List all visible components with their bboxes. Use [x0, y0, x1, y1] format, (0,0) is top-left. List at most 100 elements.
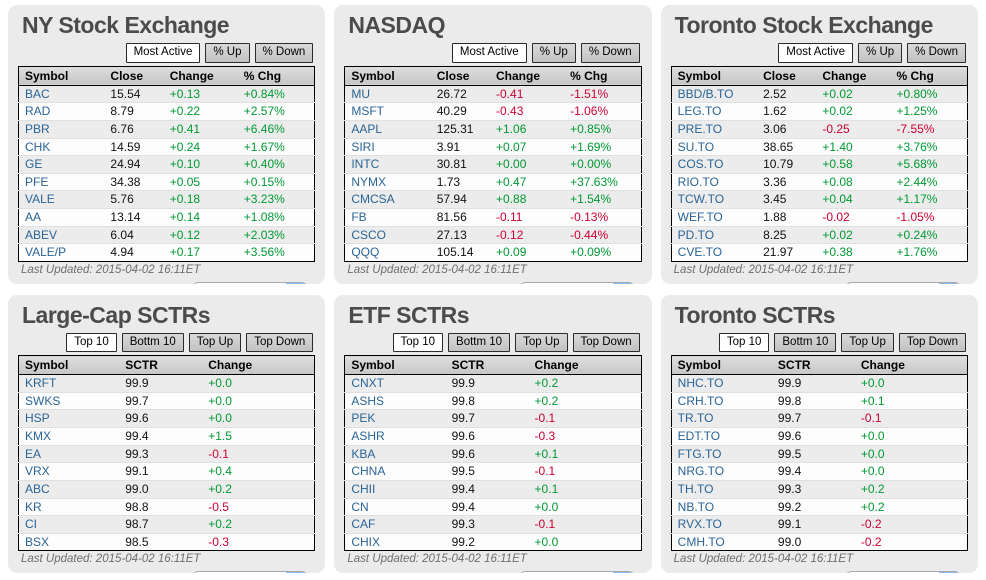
chart-type-select[interactable]: SharpChart [846, 571, 960, 573]
symbol-link-leg-to[interactable]: LEG.TO [677, 104, 722, 119]
tab-bottm-10[interactable]: Bottm 10 [121, 332, 184, 353]
symbol-link-fb[interactable]: FB [351, 210, 367, 225]
cell-chg: +0.85% [564, 119, 642, 139]
symbol-link-edt-to[interactable]: EDT.TO [677, 429, 721, 444]
symbol-link-ci[interactable]: CI [25, 517, 37, 532]
symbol-link-vrx[interactable]: VRX [25, 464, 50, 479]
symbol-link-nhc-to[interactable]: NHC.TO [677, 376, 724, 391]
tab-down[interactable]: % Down [580, 43, 640, 63]
table-header-row: Symbol Close Change% Chg [344, 66, 642, 86]
chart-type-select[interactable]: SharpChart [193, 281, 308, 284]
symbol-link-wef-to[interactable]: WEF.TO [677, 210, 723, 225]
symbol-link-abev[interactable]: ABEV [25, 227, 58, 242]
symbol-link-chk[interactable]: CHK [25, 139, 51, 154]
symbol-link-kmx[interactable]: KMX [25, 429, 52, 444]
table-row: NYMX 1.73 +0.47 +37.63% [344, 172, 642, 191]
symbol-link-crh-to[interactable]: CRH.TO [677, 393, 724, 408]
chart-type-select[interactable]: SharpChart [193, 571, 308, 573]
symbol-link-nb-to[interactable]: NB.TO [677, 499, 715, 514]
tab-top-down[interactable]: Top Down [246, 332, 314, 353]
tab-up[interactable]: % Up [205, 43, 250, 63]
tab-up[interactable]: % Up [858, 43, 903, 63]
tab-bottm-10[interactable]: Bottm 10 [448, 332, 511, 353]
symbol-link-vale[interactable]: VALE [25, 192, 55, 207]
chart-type-select[interactable]: SharpChart [846, 281, 960, 284]
tab-most-active[interactable]: Most Active [778, 43, 854, 63]
symbol-link-cos-to[interactable]: COS.TO [677, 157, 724, 172]
tab-bottm-10[interactable]: Bottm 10 [774, 332, 837, 353]
symbol-link-bsx[interactable]: BSX [25, 534, 50, 549]
cell-sctr: 99.9 [777, 376, 802, 391]
tab-top-up[interactable]: Top Up [515, 332, 568, 353]
symbol-link-chna[interactable]: CHNA [351, 464, 386, 479]
tab-top-down[interactable]: Top Down [572, 332, 640, 353]
symbol-link-siri[interactable]: SIRI [351, 139, 375, 154]
select-arrows-icon [612, 572, 633, 573]
symbol-link-tr-to[interactable]: TR.TO [677, 411, 714, 426]
table-row: CNXT 99.9 +0.2 [344, 374, 642, 393]
symbol-link-ftg-to[interactable]: FTG.TO [677, 446, 722, 461]
symbol-link-aapl[interactable]: AAPL [351, 121, 383, 136]
symbol-link-swks[interactable]: SWKS [25, 393, 61, 408]
symbol-link-chii[interactable]: CHII [351, 481, 376, 496]
tab-top-10[interactable]: Top 10 [392, 332, 444, 353]
symbol-link-kr[interactable]: KR [25, 499, 42, 514]
symbol-link-caf[interactable]: CAF [351, 517, 376, 532]
tab-most-active[interactable]: Most Active [125, 43, 201, 63]
symbol-link-krft[interactable]: KRFT [25, 376, 57, 391]
tab-most-active[interactable]: Most Active [451, 43, 527, 63]
symbol-link-msft[interactable]: MSFT [351, 104, 384, 119]
table-row: VALE 5.76 +0.18 +3.23% [18, 190, 315, 209]
tab-top-down[interactable]: Top Down [898, 332, 966, 353]
symbol-link-ashs[interactable]: ASHS [351, 393, 385, 408]
symbol-link-nymx[interactable]: NYMX [351, 174, 386, 189]
symbol-link-pek[interactable]: PEK [351, 411, 376, 426]
tab-top-10[interactable]: Top 10 [718, 332, 770, 353]
symbol-link-bac[interactable]: BAC [25, 86, 50, 101]
tab-top-up[interactable]: Top Up [841, 332, 894, 353]
cell-change: +0.0 [528, 497, 642, 516]
symbol-link-rvx-to[interactable]: RVX.TO [677, 517, 722, 532]
cell-change: -0.1 [854, 409, 968, 428]
symbol-link-su-to[interactable]: SU.TO [677, 139, 715, 154]
symbol-link-ea[interactable]: EA [25, 446, 42, 461]
symbol-link-cmcsa[interactable]: CMCSA [351, 192, 395, 207]
symbol-link-pfe[interactable]: PFE [25, 174, 49, 189]
cell-symbol: RIO.TO [671, 172, 758, 191]
symbol-link-cmh-to[interactable]: CMH.TO [677, 534, 725, 549]
table-row: FTG.TO 99.5 +0.0 [671, 444, 968, 463]
symbol-link-bbd-b-to[interactable]: BBD/B.TO [677, 86, 734, 101]
symbol-link-cn[interactable]: CN [351, 499, 369, 514]
symbol-link-intc[interactable]: INTC [351, 157, 380, 172]
symbol-link-rio-to[interactable]: RIO.TO [677, 174, 719, 189]
symbol-link-cve-to[interactable]: CVE.TO [677, 245, 723, 260]
tab-down[interactable]: % Down [907, 43, 966, 63]
symbol-link-qqq[interactable]: QQQ [351, 245, 380, 260]
symbol-link-abc[interactable]: ABC [25, 481, 50, 496]
symbol-link-th-to[interactable]: TH.TO [677, 481, 714, 496]
symbol-link-rad[interactable]: RAD [25, 104, 51, 119]
table-row: PFE 34.38 +0.05 +0.15% [18, 172, 315, 191]
symbol-link-tcw-to[interactable]: TCW.TO [677, 192, 725, 207]
tab-down[interactable]: % Down [254, 43, 314, 63]
chart-type-select[interactable]: SharpChart [519, 571, 634, 573]
symbol-link-kba[interactable]: KBA [351, 446, 376, 461]
symbol-link-nrg-to[interactable]: NRG.TO [677, 464, 725, 479]
symbol-link-pd-to[interactable]: PD.TO [677, 227, 715, 242]
symbol-link-vale-p[interactable]: VALE/P [25, 245, 67, 260]
symbol-link-mu[interactable]: MU [351, 86, 370, 101]
symbol-link-ashr[interactable]: ASHR [351, 429, 385, 444]
symbol-link-cnxt[interactable]: CNXT [351, 376, 384, 391]
symbol-link-ge[interactable]: GE [25, 157, 43, 172]
symbol-link-hsp[interactable]: HSP [25, 411, 50, 426]
chart-type-select[interactable]: SharpChart [519, 281, 634, 284]
symbol-link-aa[interactable]: AA [25, 210, 42, 225]
tab-top-10[interactable]: Top 10 [66, 332, 117, 353]
symbol-link-pbr[interactable]: PBR [25, 121, 50, 136]
symbol-link-chix[interactable]: CHIX [351, 534, 380, 549]
cell-change: +1.5 [202, 427, 315, 446]
symbol-link-csco[interactable]: CSCO [351, 227, 386, 242]
symbol-link-pre-to[interactable]: PRE.TO [677, 121, 723, 136]
tab-up[interactable]: % Up [531, 43, 576, 63]
tab-top-up[interactable]: Top Up [188, 332, 242, 353]
